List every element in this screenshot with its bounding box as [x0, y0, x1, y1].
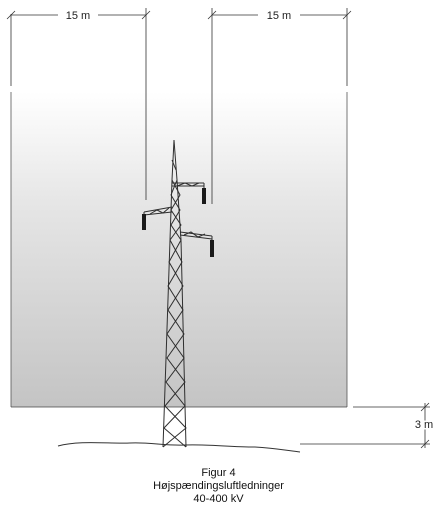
ground-line [57, 442, 301, 453]
figure-caption: Figur 4 Højspændingsluftledninger 40-400… [0, 467, 437, 506]
clearance-zone [10, 92, 348, 408]
dimension-left-label: 15 m [66, 10, 90, 22]
caption-voltage: 40-400 kV [193, 493, 244, 505]
dimension-ground-label: 3 m [415, 419, 433, 431]
dimension-ground [300, 402, 430, 449]
dimension-right [207, 8, 352, 204]
insulators [142, 188, 214, 257]
caption-title: Højspændingsluftledninger [153, 480, 284, 492]
dimension-left [6, 8, 151, 200]
caption-figure-number: Figur 4 [201, 467, 236, 479]
dimension-right-label: 15 m [267, 10, 291, 22]
